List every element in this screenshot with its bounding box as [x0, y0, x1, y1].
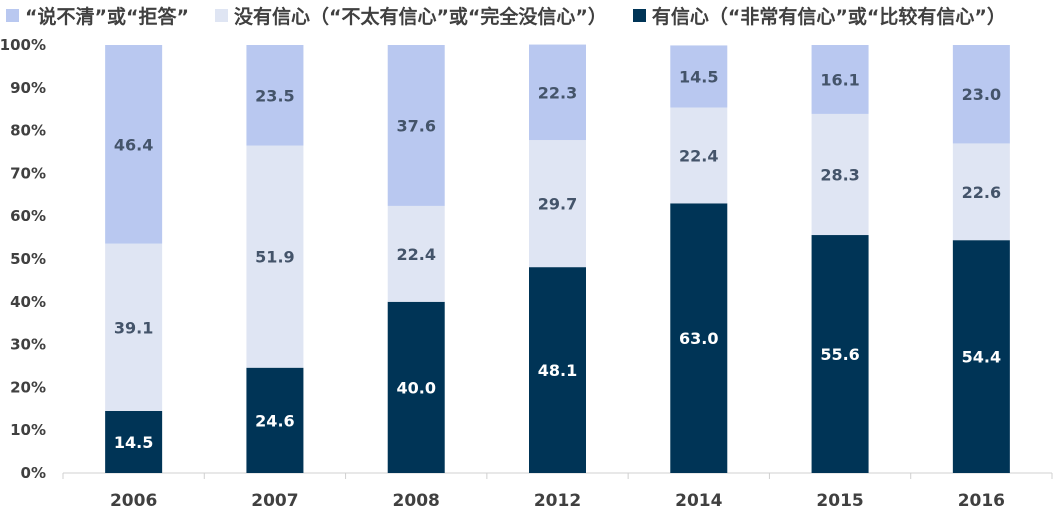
- data-label: 63.0: [679, 329, 718, 348]
- y-tick-label: 30%: [10, 336, 46, 354]
- bar-segment: [811, 235, 869, 473]
- y-tick-label: 50%: [10, 250, 46, 268]
- y-tick-label: 70%: [10, 164, 46, 182]
- data-label: 29.7: [538, 195, 577, 214]
- legend-item-no-confidence: 没有信心（“不太有信心”或“完全没信心”）: [214, 2, 607, 29]
- data-label: 28.3: [820, 165, 859, 184]
- legend: “说不清”或“拒答” 没有信心（“不太有信心”或“完全没信心”） 有信心（“非常…: [6, 2, 1006, 29]
- legend-swatch-unsure: [6, 9, 19, 22]
- y-tick-label: 40%: [10, 293, 46, 311]
- x-tick-label: 2015: [816, 491, 863, 511]
- bar-segment: [952, 143, 1010, 241]
- y-tick-label: 10%: [10, 421, 46, 439]
- data-label: 23.5: [255, 86, 294, 105]
- data-label: 16.1: [820, 70, 859, 89]
- bar-segment: [387, 205, 445, 302]
- data-label: 40.0: [396, 378, 435, 397]
- bar-segment: [529, 267, 586, 473]
- bar-segment: [529, 140, 586, 268]
- x-tick-label: 2016: [958, 491, 1005, 511]
- y-tick-label: 60%: [10, 207, 46, 225]
- data-label: 24.6: [255, 411, 294, 430]
- x-tick-label: 2006: [110, 491, 157, 511]
- data-label: 14.5: [679, 67, 718, 86]
- bar-segment: [952, 45, 1010, 144]
- bar-segment: [811, 113, 869, 236]
- legend-swatch-no-confidence: [214, 9, 228, 22]
- data-label: 14.5: [114, 433, 153, 452]
- x-tick-label: 2008: [393, 491, 440, 511]
- bar-segment: [811, 45, 869, 114]
- data-label: 22.3: [538, 83, 577, 102]
- bar-segment: [105, 45, 163, 244]
- bar-segment: [529, 44, 586, 141]
- legend-label-unsure: “说不清”或“拒答”: [25, 6, 189, 28]
- x-tick-label: 2012: [534, 491, 581, 511]
- bar-segment: [246, 145, 304, 368]
- y-tick-label: 20%: [10, 378, 46, 396]
- data-label: 51.9: [255, 248, 294, 267]
- bar-segment: [670, 203, 728, 474]
- data-label: 23.0: [962, 85, 1001, 104]
- data-label: 55.6: [820, 345, 859, 364]
- legend-item-confidence: 有信心（“非常有信心”或“比较有信心”）: [632, 2, 1006, 29]
- data-label: 37.6: [396, 116, 435, 135]
- bar-segment: [246, 367, 304, 473]
- bar-segment: [670, 45, 728, 108]
- data-label: 46.4: [114, 135, 153, 154]
- bar-segment: [105, 410, 163, 473]
- bar-segment: [246, 45, 304, 146]
- data-label: 54.4: [962, 348, 1001, 367]
- legend-label-confidence: 有信心（“非常有信心”或“比较有信心”）: [651, 6, 1006, 28]
- y-tick-label: 100%: [0, 36, 46, 54]
- x-tick-label: 2014: [675, 491, 722, 511]
- bar-segment: [387, 301, 445, 473]
- bar-segment: [105, 243, 163, 411]
- bar-segment: [952, 240, 1010, 473]
- y-tick-label: 0%: [21, 464, 46, 482]
- data-label: 22.6: [962, 183, 1001, 202]
- x-tick-label: 2007: [251, 491, 298, 511]
- legend-item-unsure: “说不清”或“拒答”: [6, 2, 189, 29]
- data-label: 22.4: [396, 245, 435, 264]
- data-label: 39.1: [114, 318, 153, 337]
- legend-swatch-confidence: [632, 9, 646, 22]
- data-label: 48.1: [538, 361, 577, 380]
- data-label: 22.4: [679, 146, 718, 165]
- y-tick-label: 90%: [10, 79, 46, 97]
- legend-label-no-confidence: 没有信心（“不太有信心”或“完全没信心”）: [233, 6, 607, 28]
- bar-segment: [387, 45, 445, 206]
- bar-segment: [670, 107, 728, 204]
- y-tick-label: 80%: [10, 122, 46, 140]
